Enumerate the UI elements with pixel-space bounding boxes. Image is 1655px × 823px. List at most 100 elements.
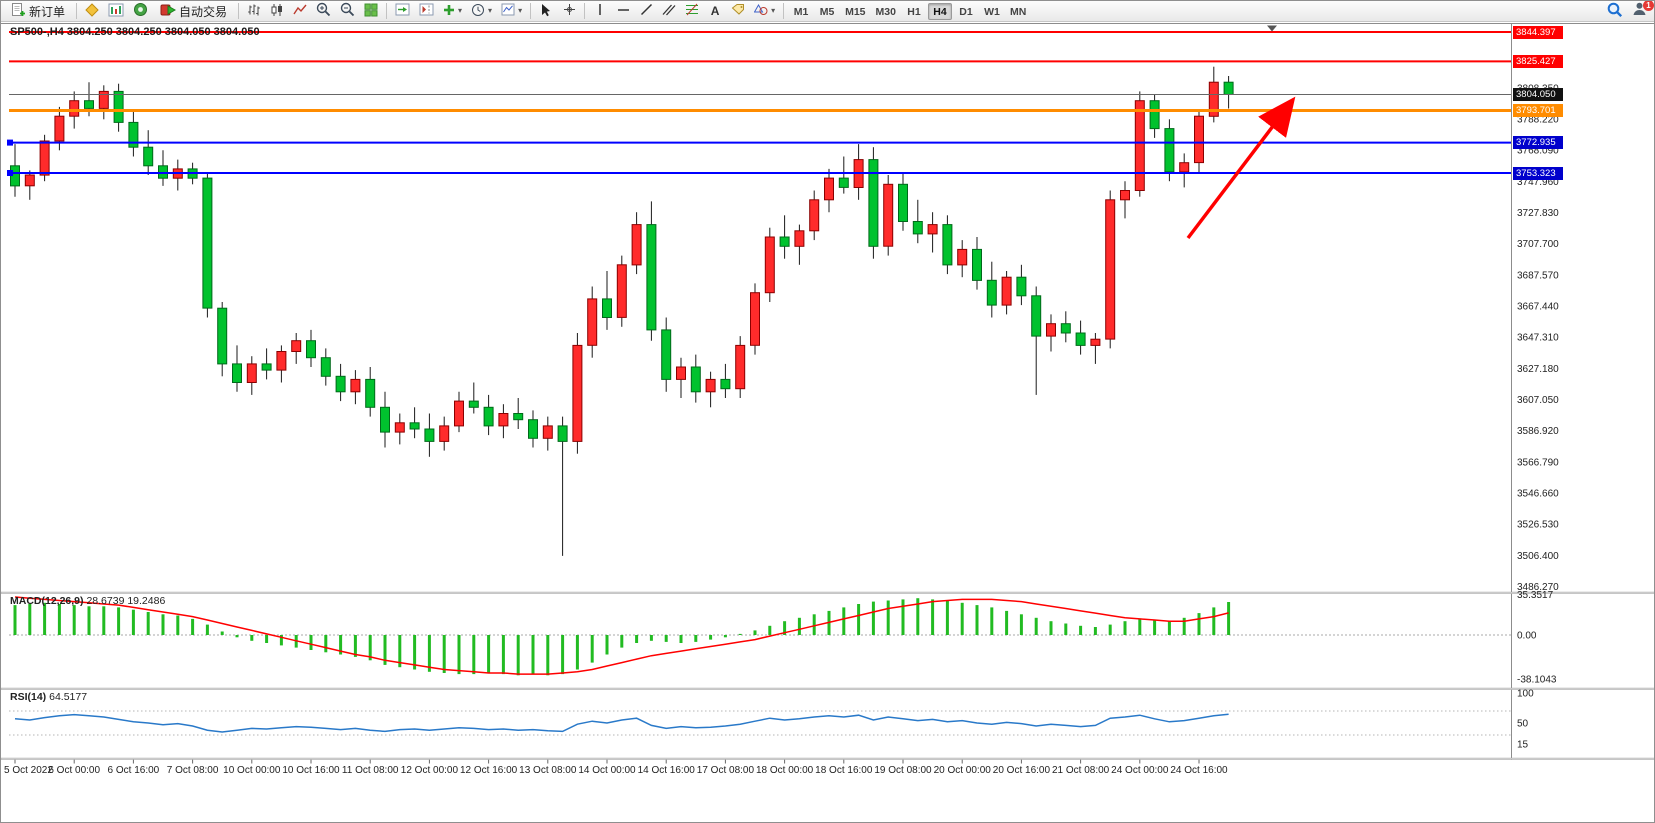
bar-chart-button[interactable] <box>243 2 265 21</box>
candle <box>557 416 568 556</box>
candle <box>172 159 183 191</box>
tile-windows-button[interactable] <box>360 2 382 21</box>
candle <box>616 255 627 327</box>
timeframe-buttons: M1 M5 M15 M30 H1 H4 D1 W1 MN <box>788 2 1031 21</box>
price-marker: 3772.935 <box>1513 136 1563 150</box>
trend-arrow-object[interactable] <box>1186 96 1296 240</box>
candle <box>306 329 316 367</box>
new-order-button[interactable]: 新订单 <box>4 2 72 21</box>
support-line-2[interactable] <box>7 170 1511 176</box>
candle <box>143 130 154 175</box>
svg-text:0.00: 0.00 <box>1517 631 1537 642</box>
candle <box>972 237 982 290</box>
fibonacci-button[interactable] <box>681 2 703 21</box>
candle <box>498 404 509 439</box>
candle <box>261 348 272 380</box>
crosshair-button[interactable] <box>558 2 580 21</box>
candle <box>276 345 287 383</box>
shapes-icon <box>753 3 768 19</box>
candle <box>1164 119 1175 182</box>
label-tool-button[interactable] <box>727 2 749 21</box>
svg-text:3768.090: 3768.090 <box>1517 146 1559 157</box>
search-button[interactable] <box>1603 2 1627 21</box>
vertical-line-button[interactable] <box>589 2 611 21</box>
support-line-1[interactable] <box>7 139 1511 146</box>
dropdown-caret-icon <box>488 7 492 15</box>
svg-text:5 Oct 2022: 5 Oct 2022 <box>4 765 53 776</box>
timeframe-D1[interactable]: D1 <box>954 3 978 20</box>
rsi-name: RSI(14) <box>10 691 47 703</box>
timeframe-H4[interactable]: H4 <box>927 3 952 21</box>
timeframe-H1[interactable]: H1 <box>902 3 926 20</box>
candle <box>1046 314 1056 352</box>
svg-text:6 Oct 16:00: 6 Oct 16:00 <box>108 765 160 776</box>
text-tool-button[interactable]: A <box>704 2 726 21</box>
chart-shift-marker[interactable] <box>1267 25 1277 32</box>
timeframe-M1[interactable]: M1 <box>789 3 813 20</box>
line-handle <box>7 170 13 176</box>
panel-separator[interactable] <box>1 687 1655 690</box>
trendline-button[interactable] <box>635 2 657 21</box>
rsi-indicator <box>9 710 1511 736</box>
toolbar-separator <box>783 3 785 19</box>
candle <box>868 147 879 259</box>
candle <box>779 215 790 259</box>
svg-text:15: 15 <box>1517 740 1529 751</box>
cursor-button[interactable] <box>535 2 557 21</box>
cursor-icon <box>540 3 552 20</box>
candle <box>661 317 672 392</box>
svg-text:24 Oct 16:00: 24 Oct 16:00 <box>1170 765 1228 776</box>
zoom-in-button[interactable] <box>312 2 335 21</box>
rsi-axis[interactable]: 100 50 15 <box>1517 689 1534 751</box>
candle <box>705 371 716 408</box>
candle <box>483 394 494 436</box>
zoom-out-button[interactable] <box>336 2 359 21</box>
chart-shift-icon <box>419 3 434 19</box>
timeframe-M30[interactable]: M30 <box>872 3 900 20</box>
candlestick-chart-button[interactable] <box>266 2 288 21</box>
candle <box>291 333 302 364</box>
timeframe-MN[interactable]: MN <box>1006 3 1030 20</box>
add-indicator-icon <box>443 4 455 19</box>
new-chart-button[interactable] <box>104 2 128 21</box>
shapes-button[interactable] <box>750 2 779 21</box>
horizontal-line-button[interactable] <box>612 2 634 21</box>
svg-text:3727.830: 3727.830 <box>1517 208 1559 219</box>
candle <box>98 85 109 120</box>
timeframe-M5[interactable]: M5 <box>815 3 839 20</box>
alerts-button[interactable] <box>129 2 152 21</box>
timeframe-M15[interactable]: M15 <box>841 3 869 20</box>
periods-button[interactable] <box>467 2 496 21</box>
panel-separator[interactable] <box>1 591 1655 594</box>
account-button[interactable] <box>1628 1 1651 20</box>
svg-text:3687.570: 3687.570 <box>1517 270 1559 281</box>
market-diamond-icon <box>85 2 99 20</box>
line-chart-button[interactable] <box>289 2 311 21</box>
svg-text:20 Oct 00:00: 20 Oct 00:00 <box>934 765 992 776</box>
svg-text:3566.790: 3566.790 <box>1517 457 1559 468</box>
autotrading-button[interactable]: 自动交易 <box>153 2 234 21</box>
panel-separator[interactable] <box>1 757 1655 760</box>
chart-shift-button[interactable] <box>415 2 438 21</box>
market-button[interactable] <box>81 2 103 21</box>
auto-scroll-button[interactable] <box>391 2 414 21</box>
candle <box>350 370 361 405</box>
candle <box>513 398 524 429</box>
channel-button[interactable] <box>658 2 680 21</box>
svg-text:3788.220: 3788.220 <box>1517 115 1559 126</box>
indicators-button[interactable] <box>439 2 466 21</box>
candle <box>690 354 701 403</box>
macd-axis[interactable]: 35.3517 0.00 -38.1043 <box>1517 590 1557 686</box>
candle <box>602 271 612 330</box>
price-axis[interactable]: 3808.3503788.2203768.0903747.9603727.830… <box>1517 83 1559 593</box>
ohlc-values: 3804.250 3804.250 3804.050 3804.050 <box>66 26 260 38</box>
svg-text:14 Oct 16:00: 14 Oct 16:00 <box>638 765 696 776</box>
svg-text:3526.530: 3526.530 <box>1517 520 1559 531</box>
templates-button[interactable] <box>497 2 526 21</box>
price-marker: 3825.427 <box>1513 54 1563 68</box>
timeframe-W1[interactable]: W1 <box>980 3 1004 20</box>
macd-indicator <box>9 596 1511 676</box>
